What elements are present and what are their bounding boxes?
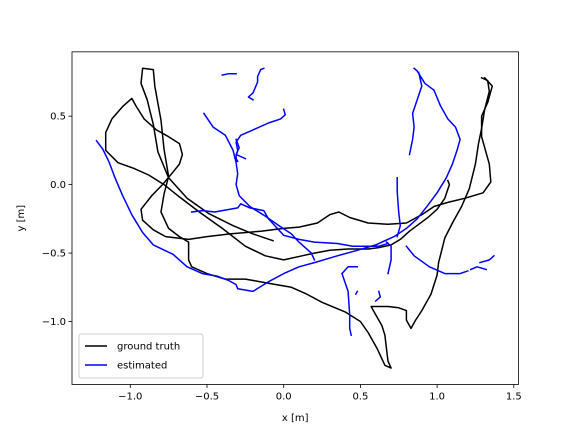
legend-box <box>78 333 204 379</box>
x-axis-label: x [m] <box>282 413 309 424</box>
y-tick-label: 0.0 <box>50 180 66 191</box>
x-tick-label: 1.5 <box>506 391 522 402</box>
ground-truth-path-1 <box>140 67 491 369</box>
plot-frame <box>71 51 519 385</box>
estimated-path-14 <box>405 245 469 275</box>
y-tick-label: −1.0 <box>42 317 66 328</box>
estimated-path-12 <box>385 241 392 275</box>
x-tick-label: 1.0 <box>429 391 445 402</box>
legend-label: estimated <box>117 361 167 372</box>
ground-truth-path-0 <box>104 76 494 261</box>
x-tick-label: 0.5 <box>352 391 368 402</box>
estimated-path-15 <box>469 266 488 271</box>
estimated-path-6 <box>247 67 265 101</box>
plot-lines <box>95 67 495 369</box>
estimated-path-16 <box>479 254 495 264</box>
estimated-path-8 <box>340 266 359 275</box>
legend-label: ground truth <box>117 342 180 353</box>
estimated-path-10 <box>354 290 359 296</box>
x-tick-label: −0.5 <box>195 391 219 402</box>
estimated-path-2 <box>190 203 389 247</box>
y-axis-label: y [m] <box>16 205 27 232</box>
legend: ground truth estimated <box>78 333 204 379</box>
x-tick-label: 0.0 <box>276 391 292 402</box>
y-axis-ticks: 0.5 0.0 −0.5 −1.0 <box>42 112 72 328</box>
estimated-path-9 <box>341 272 353 337</box>
estimated-path-5 <box>235 108 286 163</box>
estimated-path-17 <box>408 71 423 156</box>
estimated-path-7 <box>221 72 237 76</box>
y-tick-label: 0.5 <box>50 112 66 123</box>
x-axis-ticks: −1.0 −0.5 0.0 0.5 1.0 1.5 <box>118 384 522 402</box>
estimated-path-0 <box>95 67 461 293</box>
estimated-path-13 <box>396 177 402 238</box>
x-tick-label: −1.0 <box>118 391 142 402</box>
y-tick-label: −0.5 <box>42 249 66 260</box>
estimated-path-3 <box>235 138 247 160</box>
estimated-path-11 <box>374 290 382 303</box>
